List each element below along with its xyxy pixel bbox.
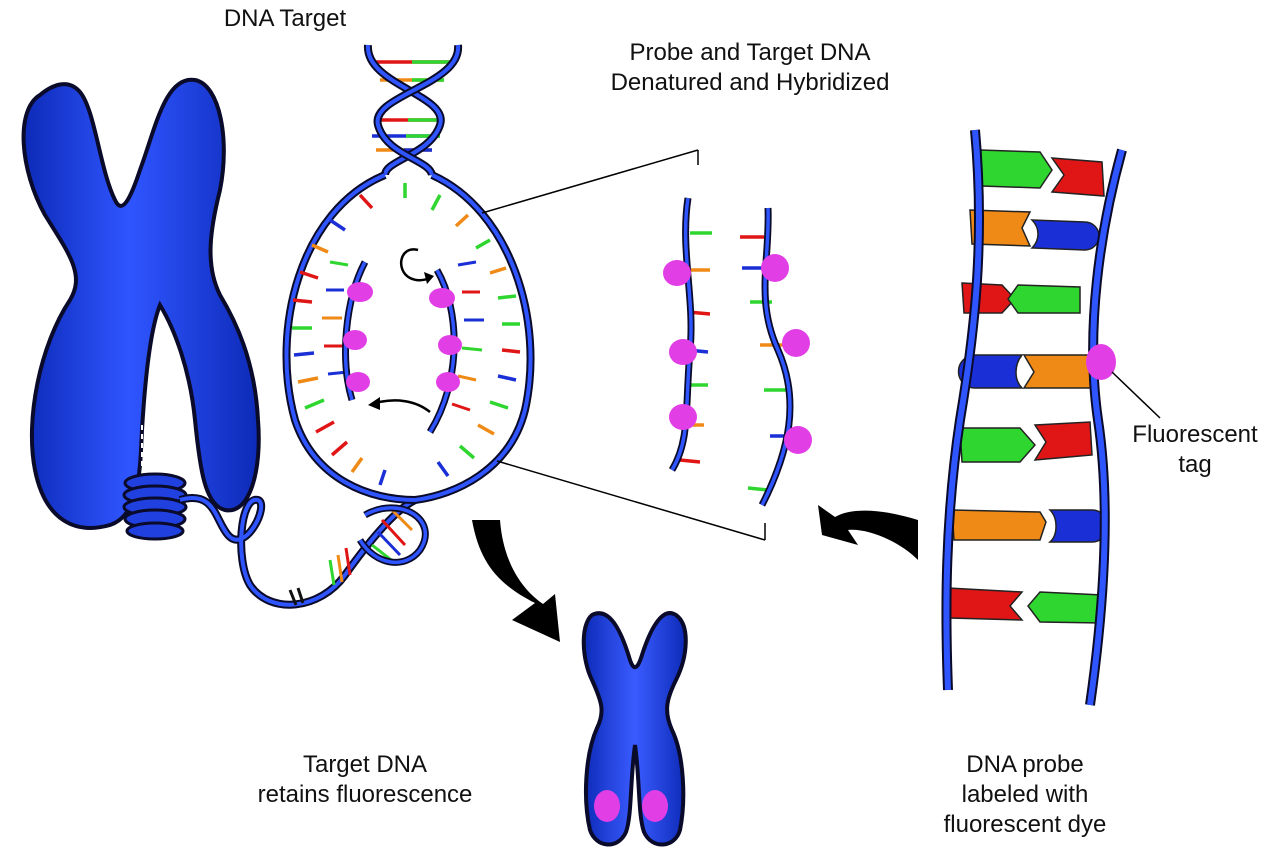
large-chromosome-body: [21, 77, 261, 530]
tag-line-2: tag: [1178, 451, 1212, 478]
loop-tag: [436, 372, 460, 392]
loop-fluorescent-tags: [343, 282, 462, 392]
zoom-tag: [669, 404, 697, 430]
loop-inner-bases: [322, 260, 484, 412]
zoom-tag: [761, 254, 789, 282]
label-target-retains: Target DNA retains fluorescence: [230, 750, 500, 810]
zoom-tag: [784, 426, 812, 454]
large-chromosome: [21, 77, 261, 541]
label-fluorescent-tag: Fluorescent tag: [1110, 420, 1280, 480]
small-chromosome: [581, 611, 688, 847]
dna-target-text: DNA Target: [223, 5, 347, 32]
small-chromosome-signal: [642, 790, 668, 822]
probe-line-1: DNA probe: [966, 751, 1084, 778]
loop-bases-left: [292, 193, 387, 486]
top-helix: [364, 44, 462, 177]
big-arrow-icon: [472, 520, 560, 642]
small-chromosome-signal: [594, 790, 620, 822]
curved-arrow-icon: [374, 399, 431, 413]
loop-tag: [429, 288, 455, 308]
zoom-tag: [782, 329, 810, 357]
loop-tag: [343, 330, 367, 350]
probe-target-line-1: Probe and Target DNA: [629, 39, 871, 66]
zoom-lines: [481, 149, 766, 541]
chromatin-coil: [122, 472, 188, 541]
label-dna-target: DNA Target: [195, 4, 375, 34]
curved-arrow-icon: [399, 248, 431, 282]
zoom-fluorescent-tags: [663, 254, 812, 454]
probe-line-3: fluorescent dye: [943, 811, 1107, 838]
tag-line-1: Fluorescent: [1132, 421, 1258, 448]
big-arrow-icon: [818, 505, 918, 560]
dna-probe-ladder: [941, 129, 1161, 706]
retains-line-2: retains fluorescence: [257, 781, 473, 808]
probe-target-line-2: Denatured and Hybridized: [610, 69, 890, 96]
label-dna-probe: DNA probe labeled with fluorescent dye: [915, 750, 1135, 840]
loop-tag: [346, 372, 370, 392]
tag-pointer-line: [1111, 371, 1161, 419]
zoom-tag: [669, 339, 697, 365]
zoomed-hybrid: [663, 197, 812, 507]
lower-helix: [288, 506, 414, 606]
retains-line-1: Target DNA: [302, 751, 428, 778]
zoom-tag: [663, 260, 691, 286]
denatured-loop: [282, 171, 535, 504]
label-probe-target: Probe and Target DNA Denatured and Hybri…: [560, 38, 940, 98]
probe-line-2: labeled with: [961, 781, 1089, 808]
loop-tag: [347, 282, 373, 302]
small-chromosome-body: [581, 611, 688, 847]
probe-fluorescent-tag: [1086, 344, 1116, 380]
loop-tag: [438, 335, 462, 355]
loop-bases-right: [403, 183, 521, 478]
